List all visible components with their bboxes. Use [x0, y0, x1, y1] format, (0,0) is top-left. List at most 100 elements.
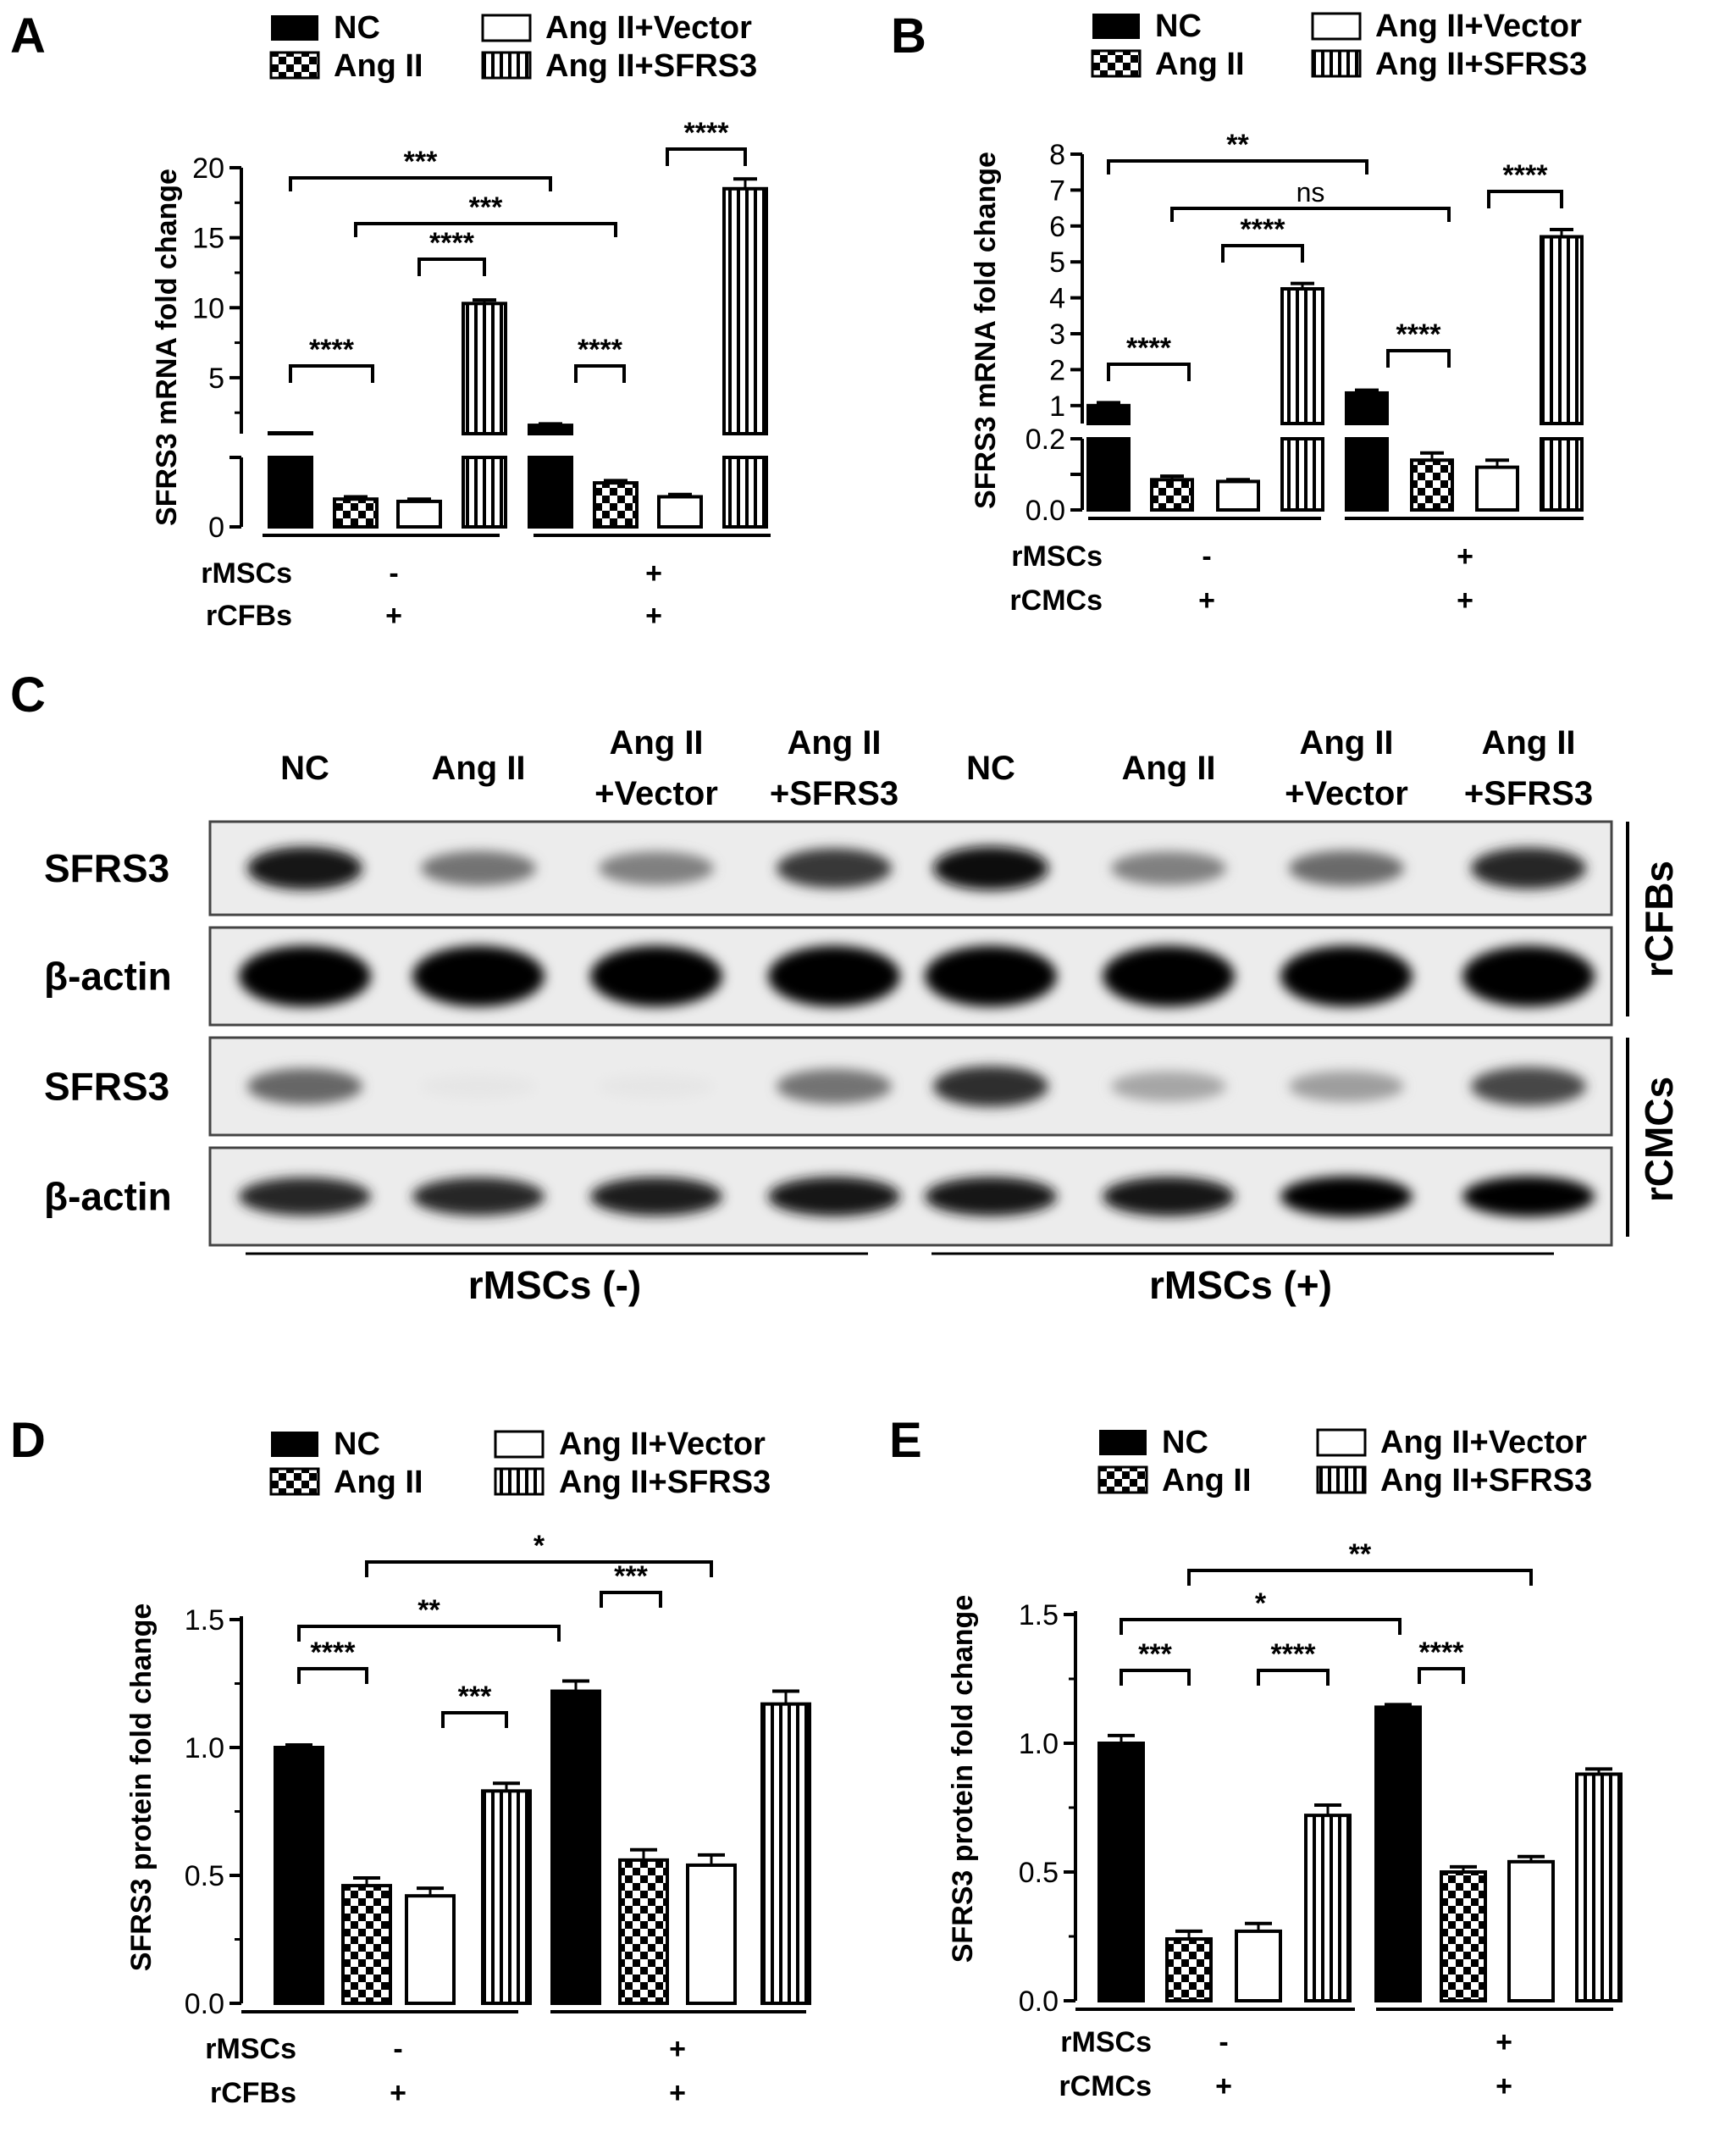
panel-label-b: B	[891, 8, 926, 64]
significance-bracket	[574, 364, 626, 383]
significance-label: ***	[469, 191, 503, 224]
significance-bracket	[1107, 363, 1191, 381]
legend-swatch-sfrs3	[1316, 1465, 1367, 1494]
chart-panel-b: 87 65 432 10.2 0.0 SFRS3 mRNA fold change ** ns…	[970, 129, 1584, 617]
blot-band	[768, 945, 900, 1007]
condition-value: +	[645, 557, 662, 590]
lane-label: +Vector	[594, 775, 718, 812]
bar	[1374, 1705, 1422, 2002]
blot-band	[1289, 1071, 1404, 1102]
condition-label: rCFBs	[210, 2077, 296, 2109]
y-tick-label: 15	[192, 223, 224, 255]
y-tick-label: 10	[192, 292, 224, 324]
western-blot-panel-c: NC Ang II Ang II +Vector Ang II +SFRS3 NC Ang I…	[44, 724, 1681, 1307]
condition-value: +	[1496, 2070, 1512, 2102]
legend-label-sfrs3: Ang II+SFRS3	[1380, 1463, 1592, 1498]
condition-value: -	[393, 2033, 402, 2065]
y-tick-label: 20	[192, 152, 224, 185]
bar	[405, 1894, 456, 2005]
significance-label: **	[1349, 1538, 1372, 1570]
lane-label: Ang II	[1481, 724, 1575, 762]
significance-bracket	[289, 176, 552, 191]
lane-label: +SFRS3	[1464, 775, 1593, 812]
blot-band	[925, 1177, 1057, 1216]
bar	[268, 456, 313, 529]
bar	[528, 456, 573, 529]
blot-band	[777, 848, 892, 889]
blot-band	[239, 1177, 371, 1216]
condition-value: +	[390, 2077, 406, 2109]
lane-label: +SFRS3	[770, 775, 898, 812]
condition-label: rMSCs	[1011, 540, 1103, 573]
bar	[1410, 458, 1454, 512]
lane-label: Ang II	[1121, 750, 1215, 787]
significance-label: ***	[1138, 1638, 1172, 1670]
blot-row-label: β-actin	[44, 1175, 172, 1219]
significance-bracket	[417, 258, 486, 276]
lane-label: NC	[280, 750, 329, 787]
blot-band	[590, 1177, 722, 1216]
y-tick-label: 0.0	[1026, 495, 1065, 527]
blot-band	[1103, 945, 1235, 1007]
legend-swatch-sfrs3	[494, 1467, 545, 1496]
legend-swatch-vector	[494, 1430, 545, 1459]
blot-band	[1289, 850, 1404, 886]
y-tick-label: 1.0	[1019, 1728, 1059, 1760]
condition-value: +	[1496, 2026, 1512, 2058]
blot-band	[239, 945, 371, 1007]
bar	[1575, 1772, 1623, 2002]
significance-bracket	[1187, 1569, 1533, 1586]
significance-label: ****	[1419, 1637, 1465, 1669]
y-tick-label: 1.0	[185, 1732, 224, 1764]
significance-bracket	[297, 1625, 561, 1642]
significance-bracket	[354, 222, 617, 237]
condition-value: +	[1457, 540, 1473, 573]
y-tick-label: 5	[1049, 246, 1065, 279]
legend-swatch-nc	[271, 1432, 318, 1457]
significance-bracket	[1107, 159, 1368, 174]
blot-band	[1280, 945, 1413, 1007]
legend-a: NC Ang II Ang II+Vector Ang II+SFRS3	[269, 10, 757, 84]
y-tick-label: 4	[1049, 283, 1065, 315]
blot-band	[933, 1066, 1048, 1107]
bar	[481, 1789, 532, 2006]
y-tick-label: 1.5	[185, 1604, 224, 1637]
significance-label: ****	[1126, 332, 1172, 364]
blot-band	[777, 1069, 892, 1104]
bar	[1280, 287, 1324, 425]
legend-swatch-vector	[1316, 1428, 1367, 1457]
blot-row-label: β-actin	[44, 955, 172, 999]
legend-swatch-angii	[1097, 1465, 1148, 1494]
panel-label-d: D	[10, 1413, 46, 1468]
significance-bracket	[600, 1591, 662, 1608]
bar	[593, 481, 639, 529]
y-tick-label: 3	[1049, 318, 1065, 351]
bar	[333, 497, 379, 529]
y-tick-label: 0.5	[1019, 1857, 1059, 1889]
significance-bracket	[1120, 1618, 1402, 1635]
blot-band	[1111, 851, 1226, 885]
bar	[722, 186, 768, 436]
legend-swatch-sfrs3	[481, 51, 532, 80]
y-tick-label: 6	[1049, 211, 1065, 243]
significance-label: *	[1255, 1587, 1267, 1620]
bar	[618, 1858, 669, 2005]
blot-band	[933, 846, 1048, 890]
bar	[1280, 437, 1324, 512]
bar	[1086, 437, 1131, 512]
panel-label-e: E	[889, 1413, 922, 1468]
bar	[550, 1689, 601, 2006]
significance-label: ****	[1271, 1638, 1317, 1670]
legend-label-angii: Ang II	[1162, 1463, 1252, 1498]
blot-band	[1280, 1176, 1413, 1217]
lane-label: Ang II	[609, 724, 703, 762]
legend-label-angii: Ang II	[1155, 47, 1245, 82]
bar	[1345, 390, 1389, 425]
bar	[462, 302, 507, 435]
lane-label: +Vector	[1285, 775, 1408, 812]
legend-swatch-angii	[269, 1467, 320, 1496]
blot-band	[599, 851, 714, 885]
legend-label-vector: Ang II+Vector	[545, 10, 752, 46]
